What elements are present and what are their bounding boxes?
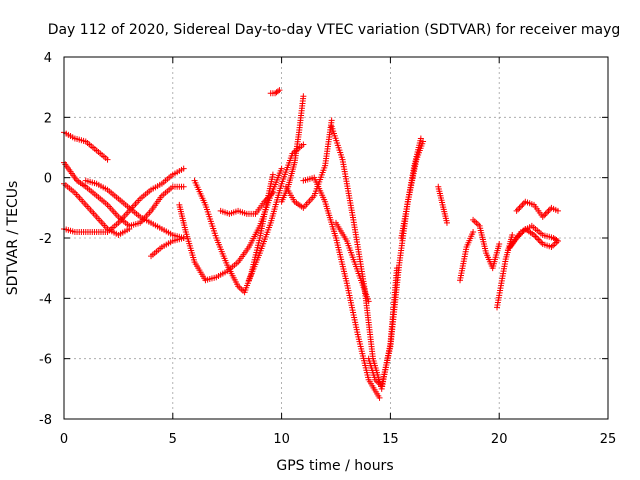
- data-point-interp: [520, 200, 527, 207]
- data-point: [554, 238, 561, 245]
- series-arc-19: [435, 183, 450, 226]
- data-point: [300, 141, 307, 148]
- grid: [64, 57, 608, 419]
- series-arc-11: [267, 87, 283, 97]
- series-arc-4: [61, 165, 187, 235]
- series-arc-14: [300, 174, 383, 401]
- x-tick-label: 20: [491, 432, 508, 447]
- data-point: [180, 165, 187, 172]
- data-point: [509, 231, 516, 238]
- data-point-interp: [542, 210, 549, 217]
- series-arc-21: [470, 216, 503, 272]
- series-arc-18: [398, 135, 424, 241]
- data-point: [300, 93, 307, 100]
- series-arc-9: [217, 189, 276, 217]
- plot-frame: [63, 56, 609, 420]
- data-point: [513, 207, 520, 214]
- x-tick-label: 25: [600, 432, 617, 447]
- series-arc-1: [61, 129, 111, 163]
- series-arc-20: [457, 228, 477, 284]
- data-point: [470, 228, 477, 235]
- x-tick-label: 15: [382, 432, 399, 447]
- data-point-interp: [516, 204, 523, 211]
- data-point: [420, 138, 427, 145]
- series-arc-25: [504, 225, 561, 254]
- data-point-interp: [516, 231, 523, 238]
- series-arc-13: [282, 117, 335, 211]
- data-point: [104, 156, 111, 163]
- data-point: [554, 207, 561, 214]
- data-point-interp: [546, 206, 553, 213]
- x-tick-label: 10: [273, 432, 290, 447]
- x-axis-label: GPS time / hours: [276, 458, 393, 474]
- data-point: [269, 171, 276, 178]
- data-point-interp: [274, 88, 281, 95]
- data-point: [365, 298, 372, 305]
- data-point: [269, 189, 276, 196]
- y-tick-label: -6: [39, 353, 52, 368]
- data-point-interp: [535, 236, 542, 243]
- y-axis-label: SDTVAR / TECUs: [5, 181, 21, 296]
- data-point-interp: [517, 203, 524, 210]
- series-arc-24: [513, 198, 561, 220]
- series-arc-16: [333, 219, 372, 305]
- y-tick-label: 4: [44, 51, 52, 66]
- data-point: [376, 394, 383, 401]
- x-tick-label: 0: [60, 432, 68, 447]
- data-point: [328, 117, 335, 124]
- data-point-interp: [515, 206, 522, 213]
- data-point: [417, 135, 424, 142]
- data-point-interp: [532, 233, 539, 240]
- y-tick-label: -4: [39, 292, 52, 307]
- axis-ticks: 0 5 10 15 20 25 -8 -6 -4 -2 0 2 4: [39, 51, 616, 447]
- data-points: [61, 87, 561, 401]
- y-tick-label: 2: [44, 111, 52, 126]
- data-point-interp: [544, 209, 551, 216]
- series-arc-12: [278, 93, 307, 205]
- data-point: [278, 165, 285, 172]
- y-tick-label: 0: [44, 172, 52, 187]
- data-point: [276, 87, 283, 94]
- series-arc-6: [148, 235, 187, 260]
- data-point: [180, 235, 187, 241]
- series-arc-2: [61, 159, 187, 229]
- data-point: [126, 225, 133, 232]
- chart-title: Day 112 of 2020, Sidereal Day-to-day VTE…: [48, 22, 621, 38]
- data-point: [443, 219, 450, 226]
- data-point-interp: [536, 238, 543, 245]
- data-point: [496, 241, 503, 248]
- x-tick-label: 5: [169, 432, 177, 447]
- y-tick-label: -2: [39, 232, 52, 247]
- y-tick-label: -8: [39, 413, 52, 428]
- data-point: [180, 183, 187, 190]
- data-point-interp: [533, 235, 540, 241]
